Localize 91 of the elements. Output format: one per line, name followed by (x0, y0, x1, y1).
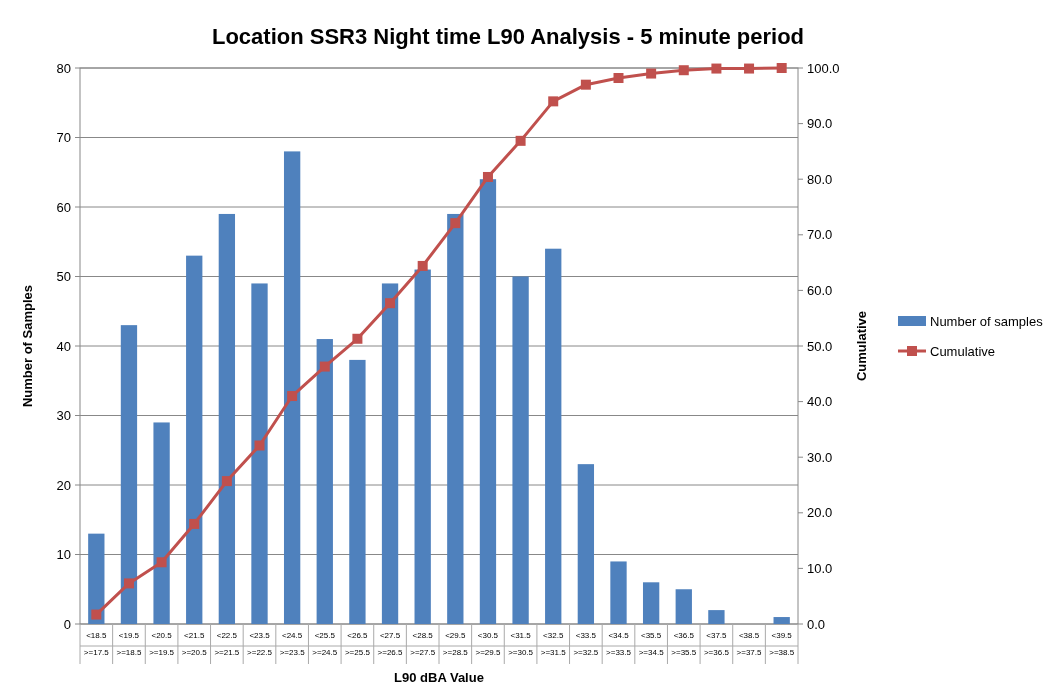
bar (283, 151, 301, 624)
x-tick-label: <36.5 >=35.5 (671, 631, 697, 657)
y-tick-label: 80 (56, 60, 71, 76)
bar (349, 359, 366, 624)
y2-tick-label: 10.0 (807, 560, 833, 576)
bar (381, 283, 399, 624)
x-tick-label: <23.5 >=22.5 (247, 631, 273, 657)
y2-axis-title: Cumulative (854, 310, 869, 382)
x-tick-label: <39.5 >=38.5 (769, 631, 795, 657)
bar (675, 589, 692, 624)
y2-tick-label: 40.0 (807, 394, 833, 410)
bar (447, 213, 464, 624)
point (189, 518, 200, 529)
point (91, 609, 102, 620)
x-tick-label: <33.5 >=32.5 (573, 631, 599, 657)
x-tick-label: <21.5 >=20.5 (181, 631, 208, 657)
bar (512, 276, 529, 624)
point (548, 96, 559, 107)
point (319, 361, 330, 372)
y-tick-label: 50 (56, 269, 71, 285)
bar (610, 561, 627, 624)
y2-tick-label: 100.0 (807, 60, 840, 76)
point (221, 476, 232, 487)
y2-tick-label: 80.0 (807, 171, 833, 187)
y2-tick-label: 30.0 (807, 449, 833, 465)
point (482, 171, 493, 182)
point (515, 135, 526, 146)
x-tick-label: <30.5 >=29.5 (475, 631, 501, 657)
bar (479, 179, 497, 624)
y2-tick-label: 70.0 (807, 227, 833, 243)
x-tick-label: <22.5 >=21.5 (214, 631, 240, 657)
x-tick-label: <20.5 >=19.5 (149, 631, 175, 657)
x-tick-label: <37.5 >=36.5 (703, 631, 730, 657)
x-tick-label: <35.5 >=34.5 (638, 631, 665, 657)
point (123, 578, 134, 589)
x-tick-label: <29.5 >=28.5 (442, 631, 469, 657)
bar (251, 283, 268, 624)
bar (186, 255, 203, 624)
bar (642, 582, 660, 624)
bar (708, 610, 725, 624)
bar (218, 213, 236, 624)
point (352, 333, 363, 344)
y2-tick-label: 90.0 (807, 116, 833, 132)
point (156, 557, 167, 568)
bar (545, 248, 562, 624)
legend-label: Number of samples (930, 313, 1044, 329)
y-tick-label: 40 (56, 338, 71, 354)
x-axis-title: L90 dBA Value (394, 670, 484, 685)
bar (577, 464, 595, 624)
point (711, 63, 722, 74)
x-tick-label: <26.5 >=25.5 (344, 631, 371, 657)
point (744, 63, 755, 74)
point (450, 218, 461, 229)
point (580, 79, 591, 90)
x-tick-label: <34.5 >=33.5 (606, 631, 632, 657)
chart-title: Location SSR3 Night time L90 Analysis - 5 minute period (211, 24, 805, 49)
point (613, 73, 624, 84)
y-tick-label: 30 (56, 408, 71, 424)
point (776, 63, 787, 73)
point (646, 68, 657, 79)
bar (773, 617, 790, 624)
y2-tick-label: 50.0 (807, 338, 833, 354)
x-tick-label: <19.5 >=18.5 (116, 631, 142, 657)
bar (120, 325, 138, 624)
y2-tick-label: 0.0 (807, 616, 826, 632)
x-tick-label: <25.5 >=24.5 (312, 631, 338, 657)
x-tick-label: <24.5 >=23.5 (279, 631, 306, 657)
bar (316, 339, 333, 624)
bar (88, 533, 105, 624)
x-tick-label: <31.5 >=30.5 (508, 631, 534, 657)
y-tick-label: 70 (56, 130, 71, 146)
point (385, 298, 396, 309)
bar (414, 269, 431, 624)
point (254, 440, 265, 451)
y-tick-label: 60 (56, 199, 71, 215)
y2-tick-label: 20.0 (807, 505, 833, 521)
x-tick-label: <32.5 >=31.5 (540, 631, 567, 657)
x-tick-label: <38.5 >=37.5 (736, 631, 763, 657)
legend-label: Cumulative (930, 343, 996, 359)
y-axis-title: Number of Samples (20, 284, 35, 408)
y-tick-label: 10 (56, 547, 71, 563)
x-tick-label: <18.5 >=17.5 (83, 631, 110, 657)
x-tick-label: <27.5 >=26.5 (377, 631, 404, 657)
x-tick-label: <28.5 >=27.5 (410, 631, 436, 657)
y-tick-label: 0 (63, 616, 71, 632)
y2-tick-label: 60.0 (807, 282, 833, 298)
y-tick-label: 20 (56, 477, 71, 493)
point (287, 391, 298, 402)
point (417, 260, 428, 271)
point (678, 65, 689, 76)
bar (153, 422, 170, 624)
